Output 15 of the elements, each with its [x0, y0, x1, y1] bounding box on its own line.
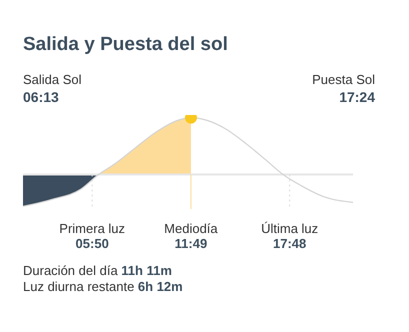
text: Salida Sol [23, 72, 82, 87]
chart-title: Salida y Puesta del sol [23, 34, 228, 56]
text: Duración del día [23, 263, 118, 278]
text: Puesta Sol [312, 72, 375, 87]
text: Luz diurna restante [23, 279, 134, 294]
x-tick-label: 05:50 [76, 236, 109, 251]
ref-line-label: Última luz [261, 221, 318, 236]
text: 17:24 [339, 89, 375, 105]
text: 06:13 [23, 89, 59, 105]
text: 6h 12m [138, 279, 183, 294]
x-tick-label: 11:49 [174, 236, 208, 251]
ref-line-label: Primera luz [59, 221, 126, 236]
x-tick-label: 17:48 [273, 236, 306, 251]
text: 11h 11m [121, 263, 172, 278]
ref-line-label: Mediodía [164, 221, 218, 236]
